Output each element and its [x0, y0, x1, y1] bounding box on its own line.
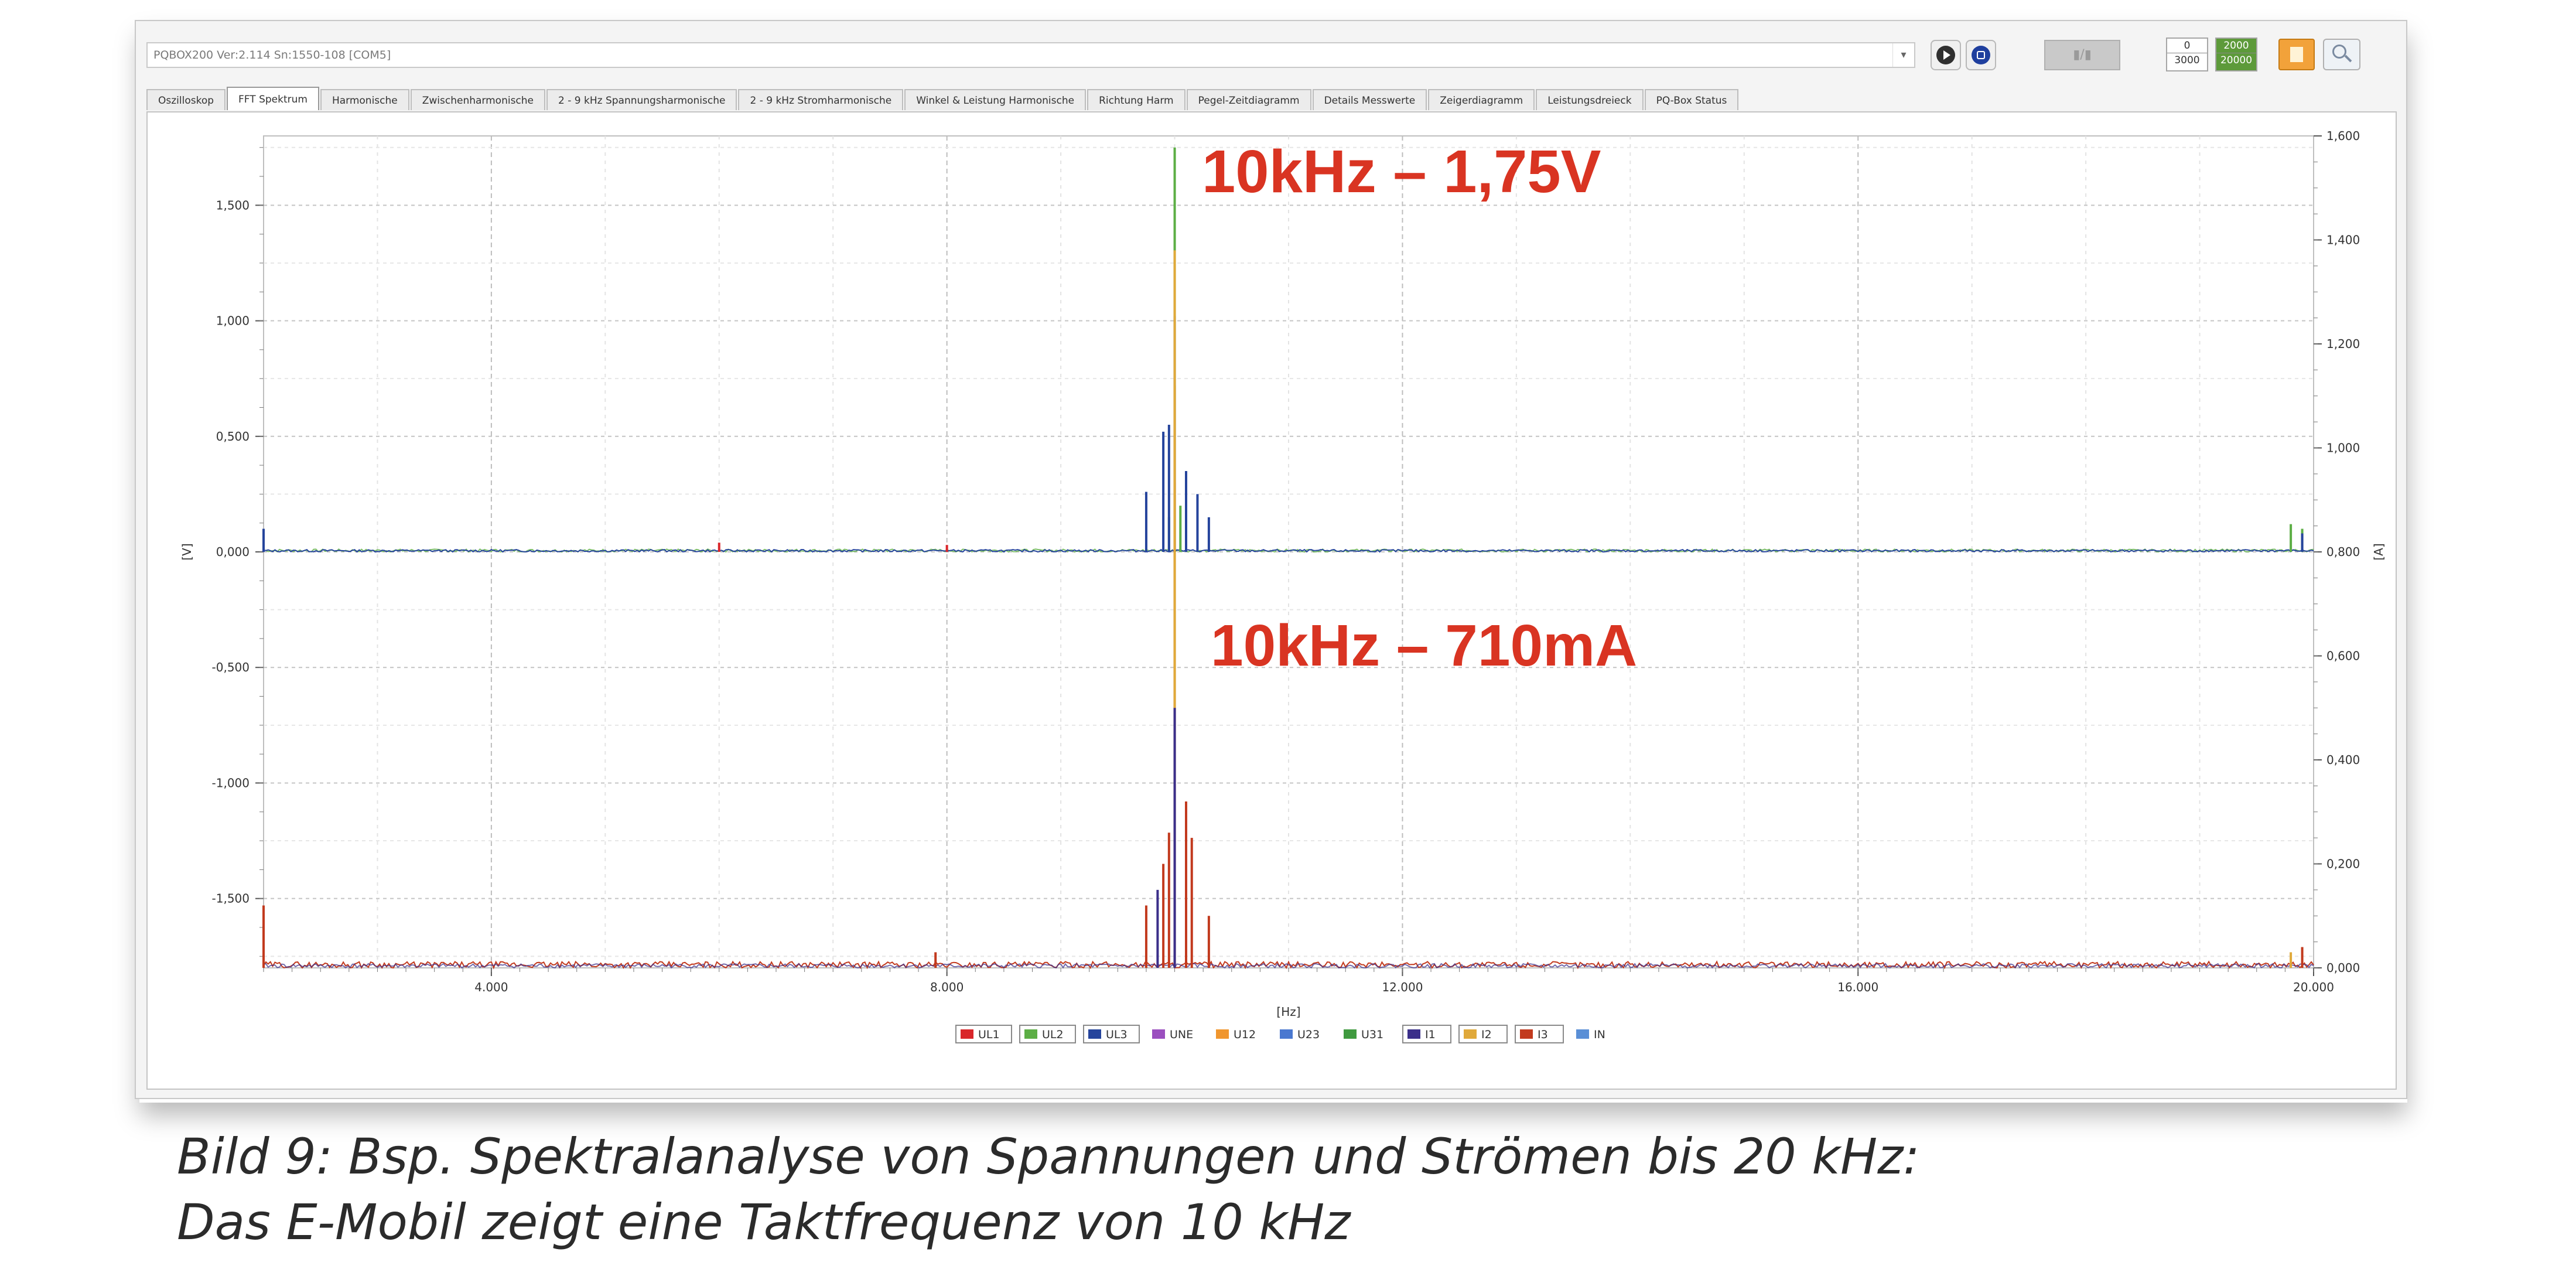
counter-b-top: 2000 — [2216, 39, 2256, 53]
y-left-tick-label: -0,500 — [212, 660, 250, 674]
legend-swatch-ul1 — [961, 1029, 973, 1039]
current-peak-annotation: 10kHz – 710mA — [1211, 613, 1638, 678]
y-right-axis-label: [A] — [2372, 543, 2386, 560]
play-button[interactable] — [1931, 40, 1961, 70]
legend-swatch-in — [1576, 1029, 1589, 1039]
counter-a-bottom: 3000 — [2174, 54, 2200, 66]
tab-2-9-khz-stromharmonische[interactable]: 2 - 9 kHz Stromharmonische — [738, 89, 904, 110]
chevron-down-icon[interactable]: ▾ — [1892, 43, 1914, 67]
legend-label-i2: I2 — [1481, 1028, 1492, 1041]
y-left-tick-label: 1,500 — [216, 198, 250, 212]
y-left-tick-label: -1,000 — [212, 776, 250, 790]
y-right-tick-label: 1,600 — [2326, 129, 2360, 143]
legend-swatch-u12 — [1216, 1029, 1229, 1039]
legend-swatch-i3 — [1520, 1029, 1533, 1039]
legend-swatch-i1 — [1407, 1029, 1420, 1039]
tab-fft-spektrum[interactable]: FFT Spektrum — [227, 87, 319, 110]
y-right-tick-label: 0,800 — [2326, 545, 2360, 559]
device-select-value: PQBOX200 Ver:2.114 Sn:1550-108 [COM5] — [153, 49, 391, 62]
legend-swatch-ul3 — [1088, 1029, 1101, 1039]
legend-swatch-ul2 — [1024, 1029, 1037, 1039]
caption-line-2: Das E-Mobil zeigt eine Taktfrequenz von … — [177, 1193, 1351, 1251]
counter-range-min[interactable]: 0 3000 — [2166, 37, 2208, 71]
y-left-tick-label: 0,000 — [216, 545, 250, 559]
y-left-tick-label: 1,000 — [216, 314, 250, 328]
y-right-tick-label: 1,400 — [2326, 233, 2360, 247]
stop-button[interactable] — [1966, 40, 1996, 70]
counter-range-max[interactable]: 2000 20000 — [2215, 37, 2257, 71]
x-tick-label: 12.000 — [1382, 980, 1423, 994]
legend-swatch-u23 — [1280, 1029, 1293, 1039]
zoom-button[interactable] — [2323, 39, 2360, 70]
tab-oszilloskop[interactable]: Oszilloskop — [146, 89, 226, 110]
toolbar: PQBOX200 Ver:2.114 Sn:1550-108 [COM5] ▾ … — [146, 37, 2408, 76]
tab-pegel-zeitdiagramm[interactable]: Pegel-Zeitdiagramm — [1186, 89, 1311, 110]
legend-label-ul2: UL2 — [1042, 1028, 1064, 1041]
legend-label-u31: U31 — [1361, 1028, 1383, 1041]
tab-details-messwerte[interactable]: Details Messwerte — [1312, 89, 1427, 110]
fft-chart[interactable]: 1,500 1,000 0,500 0,000 -0,500 -1,000 -1,500 1,… — [148, 112, 2396, 1089]
y-right-tick-label: 0,400 — [2326, 753, 2360, 767]
x-tick-label: 8.000 — [930, 980, 964, 994]
y-left-tick-label: 0,500 — [216, 429, 250, 444]
legend-label-i3: I3 — [1538, 1028, 1548, 1041]
warning-button[interactable] — [2278, 39, 2315, 70]
y-right-tick-label: 0,200 — [2326, 857, 2360, 871]
pqbox-app-window: PQBOX200 Ver:2.114 Sn:1550-108 [COM5] ▾ … — [135, 20, 2407, 1099]
counter-b-bottom: 20000 — [2220, 54, 2253, 66]
y-right-tick-label: 1,000 — [2326, 441, 2360, 455]
pause-button[interactable]: ▮/▮ — [2044, 40, 2120, 70]
current-floor-i1 — [263, 963, 2314, 969]
y-right-tick-label: 0,600 — [2326, 649, 2360, 663]
zoom-icon — [2332, 45, 2346, 59]
zoom-icon-handle — [2344, 54, 2352, 63]
tab-zwischenharmonische[interactable]: Zwischenharmonische — [410, 89, 546, 110]
x-tick-label: 4.000 — [474, 980, 508, 994]
stop-icon — [1972, 46, 1990, 64]
voltage-floor-ul2 — [263, 548, 2314, 553]
y-right-tick-label: 0,000 — [2326, 961, 2360, 975]
y-left-axis-label: [V] — [180, 543, 194, 560]
y-left-tick-label: -1,500 — [212, 892, 250, 906]
tab-richtung-harm[interactable]: Richtung Harm — [1087, 89, 1185, 110]
legend-label-in: IN — [1594, 1028, 1605, 1041]
tab-2-9-khz-spannungsharmonische[interactable]: 2 - 9 kHz Spannungsharmonische — [546, 89, 737, 110]
legend-label-u12: U12 — [1234, 1028, 1256, 1041]
legend-label-ul3: UL3 — [1106, 1028, 1128, 1041]
y-right-tick-label: 1,200 — [2326, 337, 2360, 351]
x-tick-label: 20.000 — [2293, 980, 2334, 994]
tab-leistungsdreieck[interactable]: Leistungsdreieck — [1536, 89, 1644, 110]
tab-harmonische[interactable]: Harmonische — [320, 89, 409, 110]
legend-label-ul1: UL1 — [978, 1028, 1000, 1041]
tab-bar: Oszilloskop FFT Spektrum Harmonische Zwisch… — [146, 87, 1740, 111]
counter-a-top: 0 — [2167, 39, 2207, 53]
legend-label-une: UNE — [1170, 1028, 1193, 1041]
warning-icon — [2290, 47, 2303, 62]
pause-icon: ▮/▮ — [2073, 47, 2092, 62]
tab-pq-box-status[interactable]: PQ-Box Status — [1644, 89, 1739, 110]
legend-label-u23: U23 — [1297, 1028, 1320, 1041]
tab-winkel-leistung-harmonische[interactable]: Winkel & Leistung Harmonische — [904, 89, 1087, 110]
voltage-floor-ul3 — [263, 548, 2314, 553]
figure-caption: Bild 9: Bsp. Spektralanalyse von Spannun… — [177, 1124, 1920, 1255]
legend-label-i1: I1 — [1425, 1028, 1436, 1041]
voltage-peak-annotation: 10kHz – 1,75V — [1202, 138, 1601, 205]
fft-chart-panel: 1,500 1,000 0,500 0,000 -0,500 -1,000 -1,500 1,… — [146, 111, 2397, 1090]
legend-swatch-i2 — [1464, 1029, 1477, 1039]
play-icon — [1936, 46, 1955, 64]
x-tick-label: 16.000 — [1837, 980, 1878, 994]
legend-swatch-une — [1152, 1029, 1165, 1039]
caption-line-1: Bild 9: Bsp. Spektralanalyse von Spannun… — [177, 1128, 1920, 1185]
tab-zeigerdiagramm[interactable]: Zeigerdiagramm — [1428, 89, 1535, 110]
x-axis-label: [Hz] — [1276, 1005, 1300, 1019]
device-select[interactable]: PQBOX200 Ver:2.114 Sn:1550-108 [COM5] ▾ — [146, 42, 1915, 68]
legend-swatch-u31 — [1344, 1029, 1357, 1039]
